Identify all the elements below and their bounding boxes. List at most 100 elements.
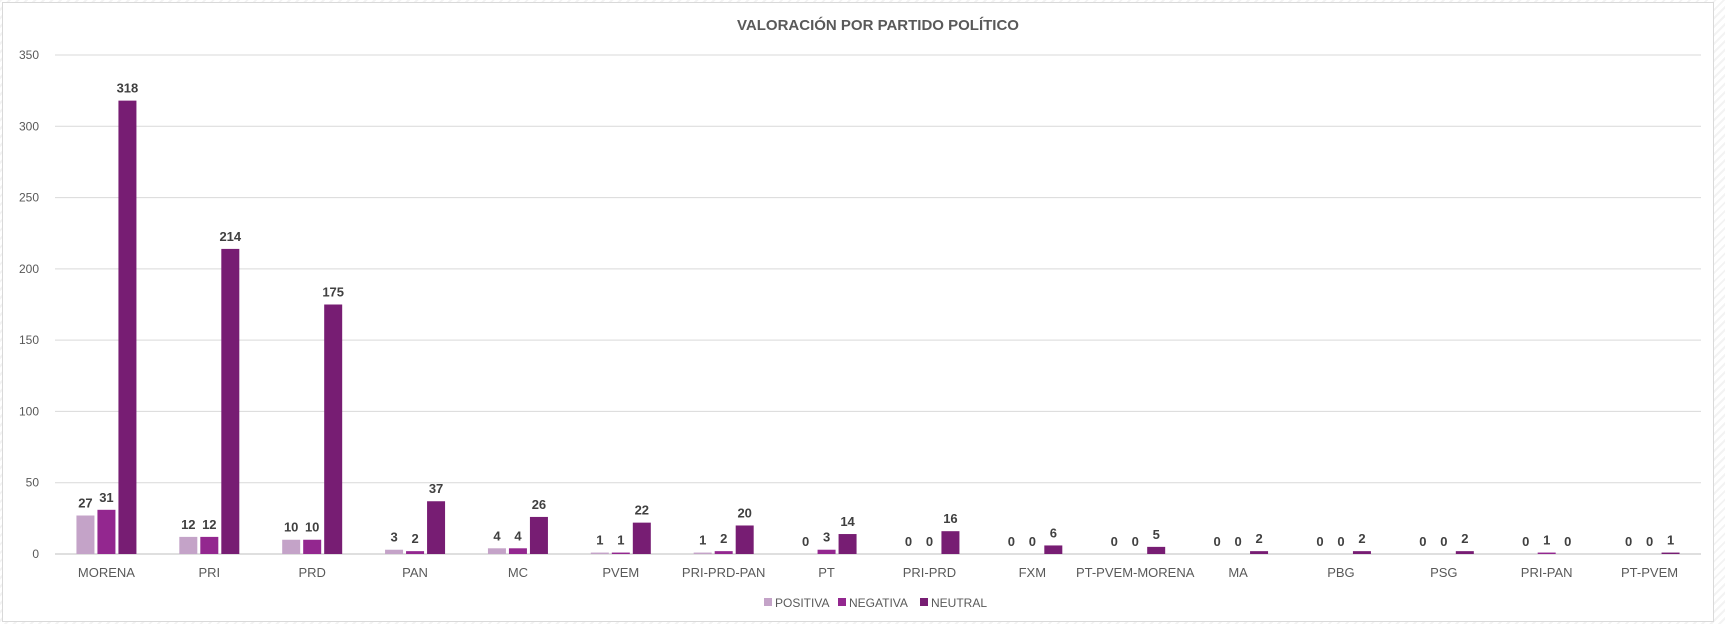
bar-neutral [735,525,754,554]
bar-negativa [714,551,733,554]
data-label: 0 [1419,534,1426,549]
bar-neutral [118,100,137,554]
legend-entry: NEGATIVA [849,596,908,610]
data-label: 0 [1111,534,1118,549]
data-label: 1 [596,533,603,548]
bar-negativa [611,552,630,554]
bar-neutral [632,522,651,554]
data-label: 0 [1625,534,1632,549]
data-label: 4 [514,528,522,543]
data-label: 0 [1029,534,1036,549]
x-tick-label: MC [508,565,528,580]
bar-positiva [693,552,712,554]
data-label: 214 [219,229,241,244]
bar-positiva [282,539,301,554]
data-label: 0 [1008,534,1015,549]
data-label: 2 [411,531,418,546]
bar-neutral [1352,551,1371,554]
data-label: 0 [1234,534,1241,549]
data-label: 27 [78,496,92,511]
x-tick-label: PRI [198,565,220,580]
data-label: 0 [1522,534,1529,549]
data-label: 0 [802,534,809,549]
data-label: 0 [1337,534,1344,549]
y-tick-label: 300 [19,119,39,133]
data-label: 2 [1461,531,1468,546]
x-tick-label: PRI-PRD [903,565,956,580]
x-tick-label: PT-PVEM-MORENA [1076,565,1195,580]
data-label: 22 [635,503,649,518]
bar-positiva [385,549,404,554]
bar-negativa [406,551,425,554]
bar-negativa [817,549,836,554]
bar-neutral [1044,545,1063,554]
legend-swatch-positiva [764,598,772,606]
x-tick-label: FXM [1019,565,1046,580]
x-tick-label: MORENA [78,565,135,580]
bar-neutral [838,534,857,554]
y-tick-label: 200 [19,262,39,276]
data-label: 0 [1132,534,1139,549]
bar-negativa [1537,552,1556,554]
data-label: 12 [181,517,195,532]
bar-neutral [941,531,960,554]
data-label: 1 [1667,533,1674,548]
y-tick-label: 150 [19,333,39,347]
bar-positiva [179,536,198,554]
y-tick-label: 350 [19,48,39,62]
data-label: 4 [493,528,501,543]
data-label: 10 [305,520,319,535]
x-tick-label: PAN [402,565,428,580]
x-tick-label: MA [1228,565,1248,580]
data-label: 6 [1050,525,1057,540]
data-label: 0 [905,534,912,549]
bar-negativa [508,548,527,554]
x-tick-label: PRI-PRD-PAN [682,565,766,580]
legend: POSITIVA NEGATIVA NEUTRAL [764,596,987,610]
data-label: 20 [737,505,751,520]
data-label: 1 [699,533,706,548]
data-label: 31 [99,490,113,505]
y-tick-label: 100 [19,404,39,418]
bars [76,100,1680,554]
legend-entry: POSITIVA [775,596,829,610]
bar-negativa [97,509,116,554]
x-tick-label: PVEM [602,565,639,580]
bar-negativa [200,536,219,554]
data-label: 26 [532,497,546,512]
data-label: 14 [840,514,855,529]
data-label: 3 [390,530,397,545]
data-label: 0 [1564,534,1571,549]
data-label: 2 [720,531,727,546]
x-tick-label: PBG [1327,565,1354,580]
x-tick-label: PT-PVEM [1621,565,1678,580]
data-label: 1 [1543,533,1550,548]
bar-neutral [1147,546,1166,554]
data-label: 0 [1316,534,1323,549]
bar-chart: VALORACIÓN POR PARTIDO POLÍTICO 05010015… [19,16,1701,610]
bar-neutral [1250,551,1269,554]
bar-positiva [487,548,506,554]
x-axis: MORENA PRI PRD PAN MC PVEM PRI-PRD-PAN PT PRI-PR… [78,565,1678,580]
chart-title: VALORACIÓN POR PARTIDO POLÍTICO [737,16,1019,34]
data-label: 2 [1255,531,1262,546]
data-label: 0 [926,534,933,549]
x-tick-label: PT [818,565,835,580]
data-label: 16 [943,511,957,526]
bar-neutral [1455,551,1474,554]
x-tick-label: PRD [298,565,325,580]
legend-entry: NEUTRAL [931,596,987,610]
bar-neutral [427,501,446,554]
legend-swatch-negativa [838,598,846,606]
data-label: 0 [1213,534,1220,549]
bar-negativa [303,539,322,554]
data-label: 3 [823,530,830,545]
data-label: 2 [1358,531,1365,546]
gridlines [55,54,1701,555]
data-label: 5 [1153,527,1160,542]
bar-neutral [221,248,240,554]
data-label: 0 [1646,534,1653,549]
y-tick-label: 0 [32,547,39,561]
